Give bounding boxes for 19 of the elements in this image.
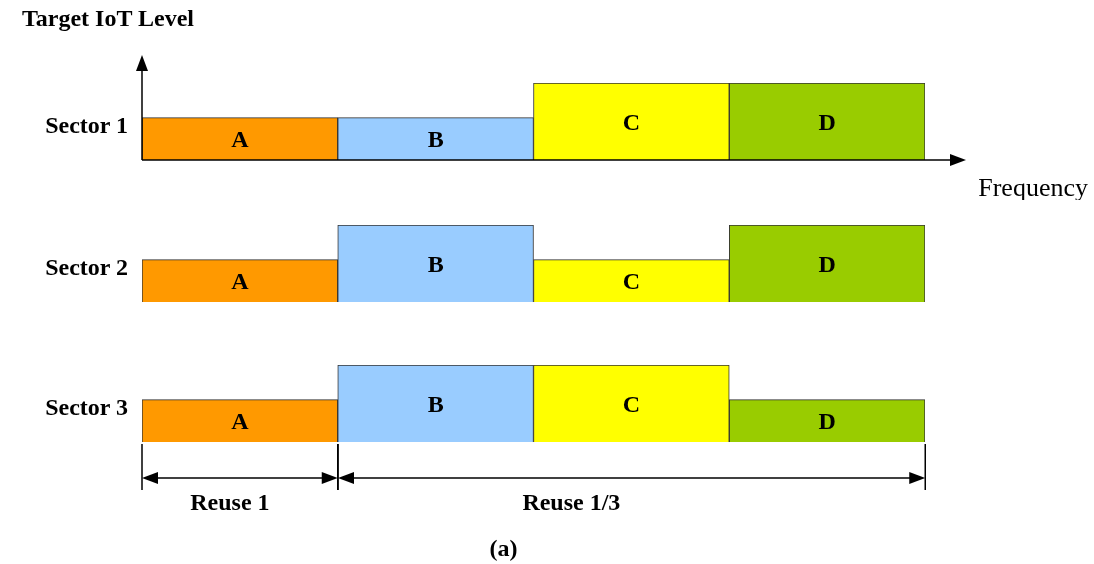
x-tick-label: B bbox=[427, 390, 444, 417]
x-tick-label: C bbox=[622, 390, 641, 417]
text: Reuse 1/3 bbox=[522, 489, 621, 516]
x-tick-label: B bbox=[427, 126, 444, 153]
x-tick-label: D bbox=[818, 250, 836, 277]
x-tick-label: C bbox=[622, 268, 641, 295]
x-tick-label: A bbox=[231, 408, 250, 435]
chart-title: Target IoT Level bbox=[22, 5, 195, 32]
x-tick-label: A bbox=[231, 268, 250, 295]
x-tick-label: A bbox=[231, 126, 250, 153]
x-tick-label: B bbox=[427, 250, 444, 277]
x-tick-label: D bbox=[818, 408, 836, 435]
x-tick-label: C bbox=[622, 108, 641, 135]
y-axis-title: Sector 2 bbox=[45, 254, 128, 281]
text: Reuse 1 bbox=[190, 489, 270, 516]
x-tick-label: D bbox=[818, 108, 836, 135]
y-axis-title: Sector 3 bbox=[45, 394, 128, 421]
text: (a) bbox=[489, 535, 518, 562]
y-axis-title: Sector 1 bbox=[45, 112, 128, 139]
